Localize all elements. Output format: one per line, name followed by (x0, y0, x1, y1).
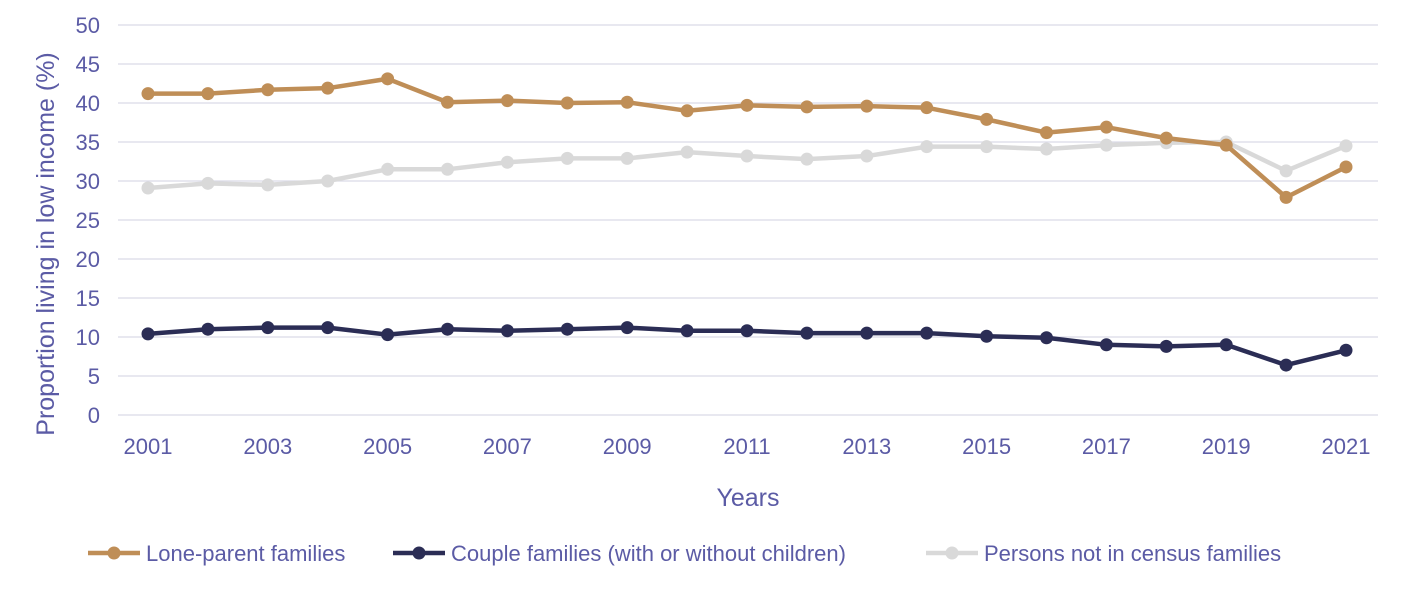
data-point (860, 99, 874, 113)
data-point (920, 326, 934, 340)
data-point (141, 181, 155, 195)
y-tick-label: 50 (76, 13, 100, 38)
data-point (201, 322, 215, 336)
data-point (560, 96, 574, 110)
x-tick-label: 2009 (603, 434, 652, 459)
data-point (500, 94, 514, 108)
x-tick-label: 2017 (1082, 434, 1131, 459)
legend-label: Persons not in census families (984, 541, 1281, 566)
x-tick-label: 2001 (124, 434, 173, 459)
data-point (740, 149, 754, 163)
legend-swatch-marker (945, 546, 959, 560)
data-point (381, 72, 395, 86)
data-point (500, 155, 514, 169)
data-point (1099, 338, 1113, 352)
data-point (1339, 343, 1353, 357)
y-tick-label: 40 (76, 91, 100, 116)
y-tick-label: 25 (76, 208, 100, 233)
data-point (920, 101, 934, 115)
data-point (620, 95, 634, 109)
data-point (261, 321, 275, 335)
data-point (920, 140, 934, 154)
data-point (1159, 131, 1173, 145)
data-point (1279, 190, 1293, 204)
data-point (321, 174, 335, 188)
data-point (1040, 142, 1053, 156)
data-point (441, 162, 454, 176)
y-tick-label: 20 (76, 247, 100, 272)
y-tick-label: 45 (76, 52, 100, 77)
legend-swatch-marker (107, 546, 121, 560)
x-tick-label: 2007 (483, 434, 532, 459)
data-point (441, 95, 454, 109)
data-point (980, 329, 994, 343)
data-point (800, 326, 814, 340)
data-point (620, 151, 634, 165)
data-point (321, 321, 335, 335)
x-tick-label: 2019 (1202, 434, 1251, 459)
data-point (1339, 139, 1353, 153)
y-tick-label: 15 (76, 286, 100, 311)
data-point (680, 104, 694, 118)
y-tick-label: 0 (88, 403, 100, 428)
data-point (1099, 120, 1113, 134)
data-point (680, 145, 694, 159)
x-tick-label: 2015 (962, 434, 1011, 459)
data-point (740, 98, 754, 112)
data-point (800, 100, 814, 114)
x-tick-label: 2011 (723, 434, 770, 459)
x-tick-label: 2021 (1322, 434, 1371, 459)
x-tick-label: 2003 (243, 434, 292, 459)
y-tick-label: 35 (76, 130, 100, 155)
data-point (381, 162, 395, 176)
data-point (500, 324, 514, 338)
data-point (560, 151, 574, 165)
y-tick-label: 30 (76, 169, 100, 194)
data-point (1040, 126, 1053, 140)
data-point (1099, 138, 1113, 152)
legend-label: Couple families (with or without childre… (451, 541, 846, 566)
data-point (800, 152, 814, 166)
data-point (1279, 358, 1293, 372)
legend-label: Lone-parent families (146, 541, 345, 566)
data-point (860, 149, 874, 163)
data-point (261, 178, 275, 192)
y-tick-label: 10 (76, 325, 100, 350)
data-point (381, 328, 395, 342)
data-point (560, 322, 574, 336)
data-point (201, 176, 215, 190)
y-axis-title: Proportion living in low income (%) (32, 52, 60, 435)
data-point (980, 140, 994, 154)
data-point (201, 87, 215, 101)
data-point (441, 322, 454, 336)
data-point (980, 112, 994, 126)
legend-swatch-marker (412, 546, 426, 560)
data-point (860, 326, 874, 340)
data-point (1219, 338, 1233, 352)
y-tick-label: 5 (88, 364, 100, 389)
data-point (1219, 138, 1233, 152)
data-point (1279, 164, 1293, 178)
data-point (1159, 339, 1173, 353)
data-point (620, 321, 634, 335)
data-point (261, 83, 275, 97)
x-axis-title: Years (716, 484, 779, 512)
x-tick-label: 2013 (842, 434, 891, 459)
data-point (740, 324, 754, 338)
data-point (680, 324, 694, 338)
data-point (141, 327, 155, 341)
data-point (141, 87, 155, 101)
data-point (1040, 331, 1053, 345)
data-point (1339, 160, 1353, 174)
x-tick-label: 2005 (363, 434, 412, 459)
data-point (321, 81, 335, 95)
